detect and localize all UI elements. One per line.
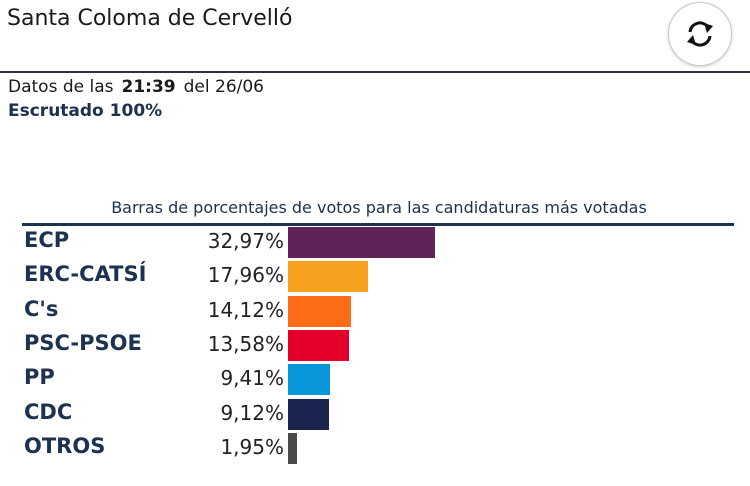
page-title: Santa Coloma de Cervelló <box>7 6 293 31</box>
chart-row: C's 14,12% <box>0 295 750 329</box>
percentage-label: 32,97% <box>207 229 284 253</box>
party-label: OTROS <box>24 433 106 458</box>
update-time-prefix: Datos de las <box>8 77 114 97</box>
update-date: del 26/06 <box>183 77 264 97</box>
percentage-label: 14,12% <box>207 297 284 322</box>
party-label: ERC-CATSÍ <box>24 262 147 287</box>
vote-bar <box>288 398 329 430</box>
vote-bar <box>288 261 369 293</box>
header-divider <box>0 71 750 73</box>
scrutiny-status: Escrutado 100% <box>8 101 163 121</box>
chart-row: ERC-CATSÍ 17,96% <box>0 260 750 294</box>
vote-percentage-chart: ECP 32,97% ERC-CATSÍ 17,96% C's 14,12% PSC-PSO… <box>0 226 750 466</box>
percentage-label: 1,95% <box>220 434 284 459</box>
chart-row: PP 9,41% <box>0 363 750 397</box>
chart-row: PSC-PSOE 13,58% <box>0 329 750 363</box>
party-label: PP <box>24 365 55 390</box>
vote-bar <box>288 295 352 327</box>
vote-bar <box>288 364 331 396</box>
update-time-value: 21:39 <box>121 77 176 97</box>
chart-row: ECP 32,97% <box>0 226 750 260</box>
percentage-label: 17,96% <box>207 263 284 288</box>
party-label: ECP <box>24 228 70 252</box>
vote-bar <box>288 227 436 258</box>
party-label: C's <box>24 296 59 321</box>
update-time: Datos de las 21:39 del 26/06 <box>8 77 264 97</box>
party-label: CDC <box>24 399 73 424</box>
percentage-label: 9,12% <box>220 400 284 425</box>
refresh-icon <box>687 21 713 47</box>
refresh-button[interactable] <box>668 2 732 66</box>
vote-bar <box>288 432 297 464</box>
party-label: PSC-PSOE <box>24 330 142 355</box>
percentage-label: 13,58% <box>207 331 284 356</box>
chart-title: Barras de porcentajes de votos para las … <box>111 198 647 217</box>
chart-row: CDC 9,12% <box>0 398 750 432</box>
chart-row: OTROS 1,95% <box>0 432 750 466</box>
vote-bar <box>288 329 349 361</box>
percentage-label: 9,41% <box>220 366 284 391</box>
chart-divider <box>22 223 734 226</box>
